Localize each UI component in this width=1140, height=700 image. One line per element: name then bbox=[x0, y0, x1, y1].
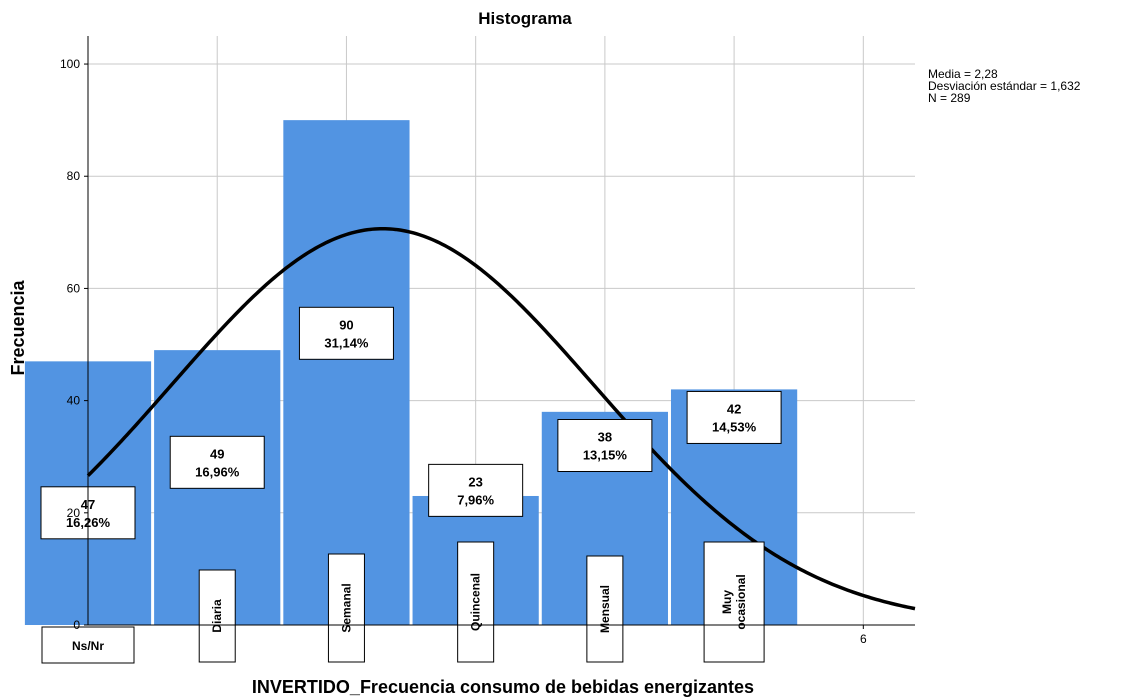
normal-curve bbox=[86, 226, 916, 611]
data-label-percent: 13,15% bbox=[583, 447, 628, 462]
axes: 0 20 40 60 80 100 6 bbox=[60, 36, 915, 646]
category-box bbox=[586, 555, 624, 663]
data-label-count: 23 bbox=[468, 474, 482, 489]
data-label-box bbox=[557, 418, 653, 472]
category-label-group: Diaria bbox=[210, 599, 224, 633]
data-label-count: 42 bbox=[727, 401, 741, 416]
y-axis-label: Frecuencia bbox=[8, 279, 28, 375]
stats-box: Media = 2,28 Desviación estándar = 1,632… bbox=[928, 67, 1081, 105]
x-axis-label: INVERTIDO_Frecuencia consumo de bebidas … bbox=[252, 677, 754, 697]
category-label-line: Muy bbox=[720, 590, 734, 614]
category-label: Quincenal bbox=[469, 573, 483, 631]
y-tick-label: 40 bbox=[67, 394, 81, 408]
chart-title: Histograma bbox=[478, 9, 572, 28]
y-tick-label: 60 bbox=[67, 281, 81, 295]
stat-n: N = 289 bbox=[928, 91, 971, 105]
normal-curve-layer bbox=[86, 226, 916, 611]
data-label-box bbox=[169, 435, 265, 489]
category-label-group: Semanal bbox=[339, 583, 353, 632]
category-box bbox=[327, 553, 365, 663]
category-label: Semanal bbox=[339, 583, 353, 632]
data-labels: 4716,26%4916,96%9031,14%237,96%3813,15%4… bbox=[40, 306, 782, 540]
category-box bbox=[41, 626, 135, 664]
histogram-bar bbox=[283, 120, 410, 626]
category-label: Diaria bbox=[210, 599, 224, 633]
bars bbox=[24, 120, 798, 626]
category-label-group: Muy ocasional bbox=[720, 574, 748, 629]
category-labels: Ns/Nr Diaria Semanal Quincenal Mensual Muy oca… bbox=[41, 541, 765, 664]
data-label-box bbox=[298, 306, 394, 360]
category-label: Mensual bbox=[598, 585, 612, 633]
data-label-count: 38 bbox=[598, 429, 612, 444]
stat-std-dev: Desviación estándar = 1,632 bbox=[928, 79, 1081, 93]
stat-mean: Media = 2,28 bbox=[928, 67, 998, 81]
category-label-group: Mensual bbox=[598, 585, 612, 633]
y-tick-label: 0 bbox=[73, 618, 80, 632]
data-label-percent: 7,96% bbox=[457, 492, 494, 507]
data-label-count: 49 bbox=[210, 446, 224, 461]
category-box bbox=[457, 541, 495, 663]
category-box bbox=[703, 541, 765, 663]
data-label-box bbox=[686, 390, 782, 444]
data-label-box bbox=[428, 463, 524, 517]
data-label-percent: 31,14% bbox=[324, 335, 369, 350]
x-tick-label: 6 bbox=[860, 632, 867, 646]
category-label: Ns/Nr bbox=[72, 639, 104, 653]
category-box bbox=[198, 569, 236, 663]
y-tick-label: 20 bbox=[67, 506, 81, 520]
y-tick-label: 100 bbox=[60, 57, 80, 71]
y-tick-label: 80 bbox=[67, 169, 81, 183]
category-label-group: Quincenal bbox=[469, 573, 483, 631]
data-label-percent: 14,53% bbox=[712, 419, 757, 434]
data-label-percent: 16,96% bbox=[195, 464, 240, 479]
data-label-count: 90 bbox=[339, 317, 353, 332]
category-label-line: ocasional bbox=[734, 574, 748, 629]
